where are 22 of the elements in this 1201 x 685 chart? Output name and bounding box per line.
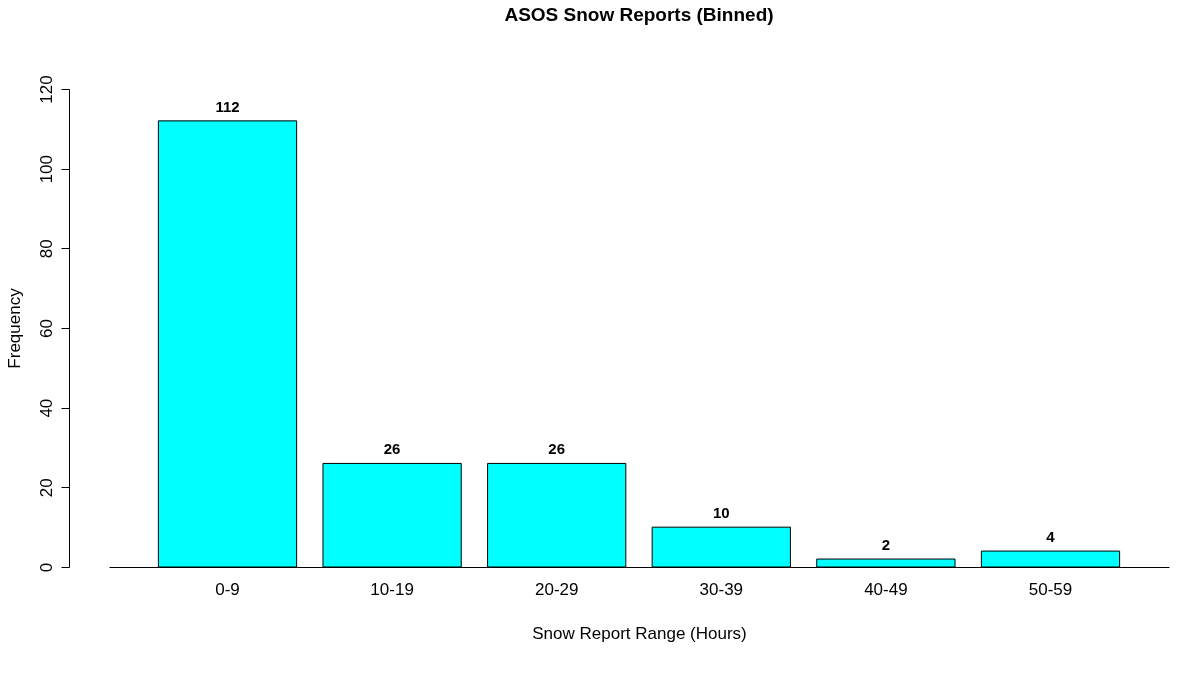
y-tick-label: 0	[36, 562, 56, 573]
x-tick-label: 20-29	[534, 579, 579, 599]
chart-title: ASOS Snow Reports (Binned)	[504, 3, 774, 25]
x-axis-title: Snow Report Range (Hours)	[532, 623, 747, 643]
y-tick-label: 120	[36, 75, 56, 104]
data-label: 10	[712, 504, 730, 522]
data-label: 2	[881, 536, 891, 554]
x-tick-label: 0-9	[215, 579, 240, 599]
data-label: 112	[215, 97, 240, 115]
x-tick-label: 10-19	[370, 579, 414, 599]
x-tick-label: 30-39	[699, 579, 744, 599]
data-label: 4	[1046, 528, 1056, 546]
x-tick-label: 40-49	[864, 579, 908, 599]
y-tick-label: 60	[36, 319, 56, 338]
data-label: 26	[383, 440, 401, 458]
y-tick-label: 40	[36, 398, 56, 418]
y-tick-label: 80	[36, 239, 56, 259]
y-tick-label: 100	[36, 154, 56, 184]
y-axis-title: Frequency	[4, 287, 24, 369]
data-label: 26	[548, 440, 566, 458]
x-tick-label: 50-59	[1028, 579, 1073, 599]
y-tick-label: 20	[36, 478, 56, 498]
